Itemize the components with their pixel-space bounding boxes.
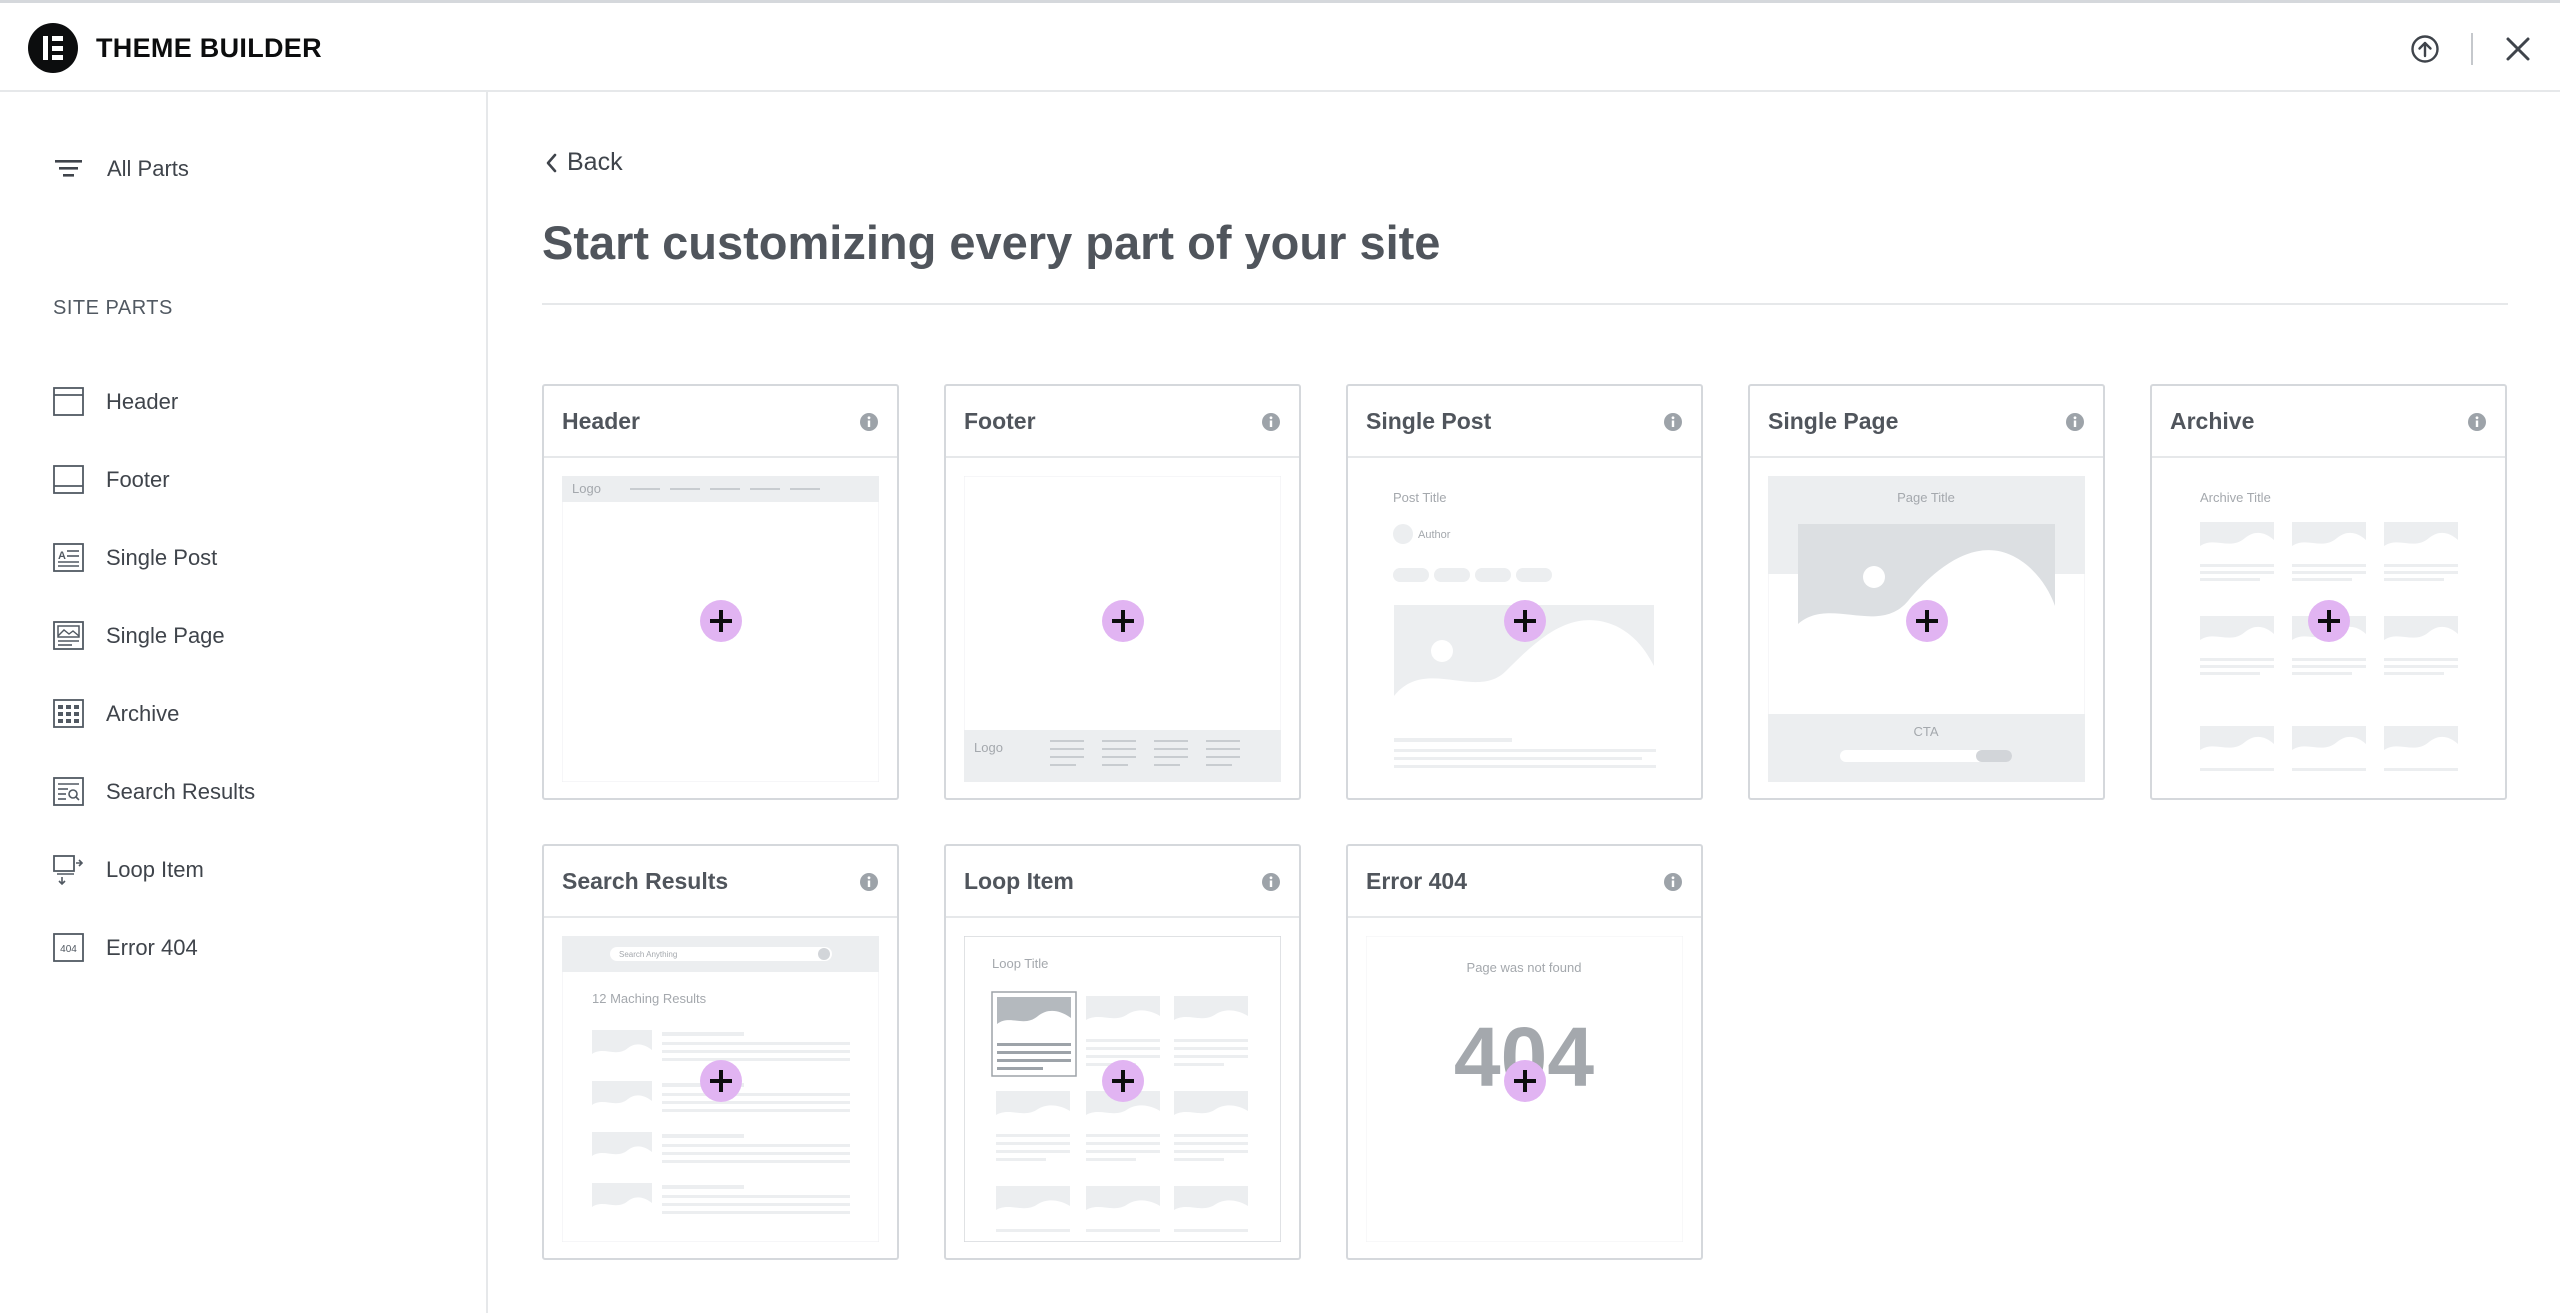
page-title: Start customizing every part of your sit… bbox=[542, 216, 1441, 269]
info-icon[interactable] bbox=[1261, 412, 1281, 432]
add-template-button[interactable] bbox=[1102, 600, 1144, 642]
app-title: THEME BUILDER bbox=[96, 33, 322, 63]
info-icon[interactable] bbox=[1663, 412, 1683, 432]
site-part-card-search-results[interactable]: Search Results Search Anything 12 Machin… bbox=[542, 844, 899, 1260]
header-layout-icon bbox=[53, 387, 84, 416]
card-title: Single Page bbox=[1768, 408, 1899, 434]
upload-icon[interactable] bbox=[2409, 33, 2441, 65]
site-part-card-single-post[interactable]: Single Post Post Title Author bbox=[1346, 384, 1703, 800]
search-results-icon bbox=[53, 777, 84, 806]
sidebar-item-label: Single Post bbox=[106, 544, 218, 570]
svg-text:A: A bbox=[58, 550, 66, 562]
site-part-card-header[interactable]: Header Logo bbox=[542, 384, 899, 800]
preview-post-title: Post Title bbox=[1393, 490, 1446, 505]
preview-loop-title: Loop Title bbox=[992, 956, 1048, 971]
add-template-button[interactable] bbox=[1102, 1060, 1144, 1102]
sidebar-item-error-404[interactable]: 404 Error 404 bbox=[52, 931, 198, 964]
sidebar: All Parts SITE PARTS Header Footer A Sin… bbox=[0, 92, 488, 1313]
card-title: Header bbox=[562, 408, 640, 434]
sidebar-item-footer[interactable]: Footer bbox=[52, 463, 170, 496]
info-icon[interactable] bbox=[2065, 412, 2085, 432]
sidebar-item-label: Archive bbox=[106, 700, 180, 726]
top-divider bbox=[2471, 33, 2473, 65]
sidebar-item-single-page[interactable]: Single Page bbox=[52, 619, 225, 652]
card-title: Search Results bbox=[562, 868, 729, 894]
info-icon[interactable] bbox=[859, 872, 879, 892]
back-button[interactable]: Back bbox=[543, 148, 623, 177]
info-icon[interactable] bbox=[2467, 412, 2487, 432]
site-part-card-error-404[interactable]: Error 404 Page was not found 404 bbox=[1346, 844, 1703, 1260]
preview-cta: CTA bbox=[1913, 724, 1938, 739]
site-part-card-single-page[interactable]: Single Page Page Title CTA bbox=[1748, 384, 2105, 800]
info-icon[interactable] bbox=[1663, 872, 1683, 892]
sidebar-item-label: Search Results bbox=[106, 778, 256, 804]
card-title: Single Post bbox=[1366, 408, 1492, 434]
filter-icon bbox=[55, 160, 82, 177]
preview-search-placeholder: Search Anything bbox=[619, 950, 677, 959]
site-part-card-footer[interactable]: Footer Logo bbox=[944, 384, 1301, 800]
svg-text:404: 404 bbox=[60, 944, 77, 955]
sidebar-item-label: Single Page bbox=[106, 622, 225, 648]
sidebar-item-archive[interactable]: Archive bbox=[52, 697, 179, 730]
sidebar-item-header[interactable]: Header bbox=[52, 385, 178, 418]
preview-page-title: Page Title bbox=[1897, 490, 1955, 505]
info-icon[interactable] bbox=[1261, 872, 1281, 892]
close-icon[interactable] bbox=[2502, 33, 2534, 65]
site-parts-heading: SITE PARTS bbox=[53, 297, 173, 319]
elementor-logo bbox=[28, 23, 78, 73]
all-parts-label: All Parts bbox=[107, 155, 189, 181]
site-part-card-loop-item[interactable]: Loop Item Loop Title bbox=[944, 844, 1301, 1260]
footer-layout-icon bbox=[53, 465, 84, 494]
loop-item-icon bbox=[53, 855, 84, 886]
add-template-button[interactable] bbox=[2308, 600, 2350, 642]
archive-preview: Archive Title bbox=[2200, 490, 2458, 771]
preview-not-found-message: Page was not found bbox=[1467, 960, 1582, 975]
preview-logo-text: Logo bbox=[572, 481, 601, 496]
preview-results-count: 12 Maching Results bbox=[592, 991, 707, 1006]
card-title: Archive bbox=[2170, 408, 2255, 434]
card-title: Loop Item bbox=[964, 868, 1074, 894]
add-template-button[interactable] bbox=[1504, 1060, 1546, 1102]
add-template-button[interactable] bbox=[700, 600, 742, 642]
add-template-button[interactable] bbox=[1906, 600, 1948, 642]
all-parts-filter[interactable]: All Parts bbox=[52, 152, 189, 185]
chevron-left-icon bbox=[546, 153, 557, 172]
sidebar-item-search-results[interactable]: Search Results bbox=[52, 775, 255, 808]
add-template-button[interactable] bbox=[700, 1060, 742, 1102]
card-title: Footer bbox=[964, 408, 1036, 434]
single-post-icon: A bbox=[53, 543, 84, 572]
title-divider bbox=[542, 303, 2508, 305]
add-template-button[interactable] bbox=[1504, 600, 1546, 642]
sidebar-item-label: Loop Item bbox=[106, 856, 204, 882]
sidebar-item-loop-item[interactable]: Loop Item bbox=[52, 853, 204, 886]
info-icon[interactable] bbox=[859, 412, 879, 432]
sidebar-item-label: Error 404 bbox=[106, 934, 198, 960]
preview-logo-text: Logo bbox=[974, 740, 1003, 755]
back-label: Back bbox=[567, 148, 623, 176]
preview-archive-title: Archive Title bbox=[2200, 490, 2271, 505]
error-404-icon: 404 bbox=[53, 933, 84, 962]
sidebar-item-label: Footer bbox=[106, 466, 170, 492]
sidebar-item-label: Header bbox=[106, 388, 179, 414]
preview-author: Author bbox=[1418, 529, 1451, 541]
top-bar: THEME BUILDER bbox=[0, 0, 2560, 92]
archive-icon bbox=[53, 699, 84, 728]
site-part-card-archive[interactable]: Archive Archive Title bbox=[2150, 384, 2507, 800]
sidebar-item-single-post[interactable]: A Single Post bbox=[52, 541, 217, 574]
card-title: Error 404 bbox=[1366, 868, 1468, 894]
single-page-icon bbox=[53, 621, 84, 650]
